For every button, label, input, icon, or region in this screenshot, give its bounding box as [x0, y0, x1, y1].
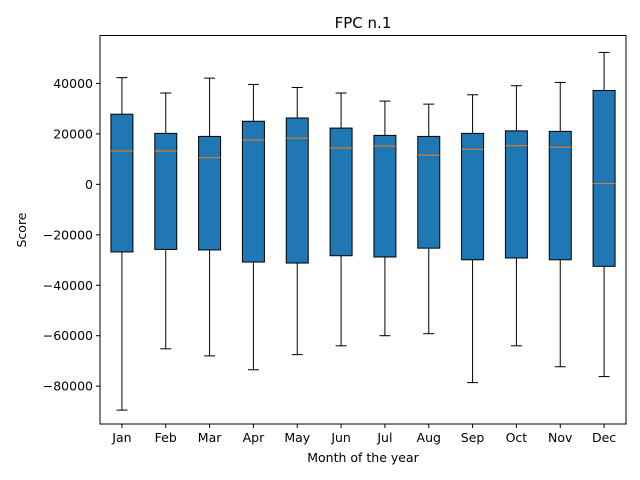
box-may — [285, 86, 309, 356]
x-tick-label: Sep — [461, 430, 485, 445]
box-sep — [461, 94, 485, 384]
x-tick-label: Jan — [111, 430, 131, 445]
box-iqr — [504, 130, 528, 259]
y-tick-label: 20000 — [53, 126, 93, 141]
y-axis: −80000 −60000 −40000 −20000 0 20000 40000 — [43, 76, 100, 394]
box-jul — [373, 100, 397, 337]
box-jun — [329, 92, 353, 347]
x-tick-label: Mar — [198, 430, 222, 445]
x-tick-label: Dec — [592, 430, 616, 445]
y-tick-label: 0 — [85, 177, 93, 192]
box-iqr — [592, 89, 616, 267]
box-iqr — [548, 130, 572, 261]
x-tick-label: Nov — [548, 430, 573, 445]
box-iqr — [285, 117, 309, 264]
box-apr — [241, 83, 265, 371]
x-tick-label: Apr — [243, 430, 265, 445]
box-iqr — [198, 135, 222, 251]
y-tick-label: −40000 — [43, 278, 93, 293]
y-tick-label: −80000 — [43, 379, 93, 394]
box-iqr — [417, 135, 441, 249]
box-iqr — [110, 113, 134, 253]
box-jan — [110, 77, 134, 411]
box-iqr — [241, 120, 265, 263]
box-feb — [154, 92, 178, 350]
x-tick-label: May — [284, 430, 310, 445]
box-dec — [592, 51, 616, 378]
y-tick-label: −20000 — [43, 227, 93, 242]
x-tick-label: Oct — [506, 430, 528, 445]
plot-frame — [99, 35, 627, 425]
x-tick-label: Aug — [417, 430, 441, 445]
box-iqr — [154, 132, 178, 250]
box-oct — [504, 85, 528, 347]
box-iqr — [329, 127, 353, 257]
x-tick-label: Jun — [330, 430, 351, 445]
y-axis-label: Score — [14, 212, 29, 247]
box-nov — [548, 81, 572, 368]
x-tick-label: Feb — [155, 430, 177, 445]
box-mar — [198, 77, 222, 357]
box-aug — [417, 103, 441, 335]
box-iqr — [461, 132, 485, 261]
x-axis-label: Month of the year — [307, 450, 419, 465]
y-tick-label: −60000 — [43, 328, 93, 343]
boxes-layer — [110, 51, 616, 411]
y-tick-label: 40000 — [53, 76, 93, 91]
chart-title: FPC n.1 — [335, 14, 392, 32]
x-axis: Jan Feb Mar Apr May Jun Jul Aug Sep Oct Nov Dec — [111, 424, 616, 445]
x-tick-label: Jul — [376, 430, 392, 445]
box-iqr — [373, 134, 397, 258]
